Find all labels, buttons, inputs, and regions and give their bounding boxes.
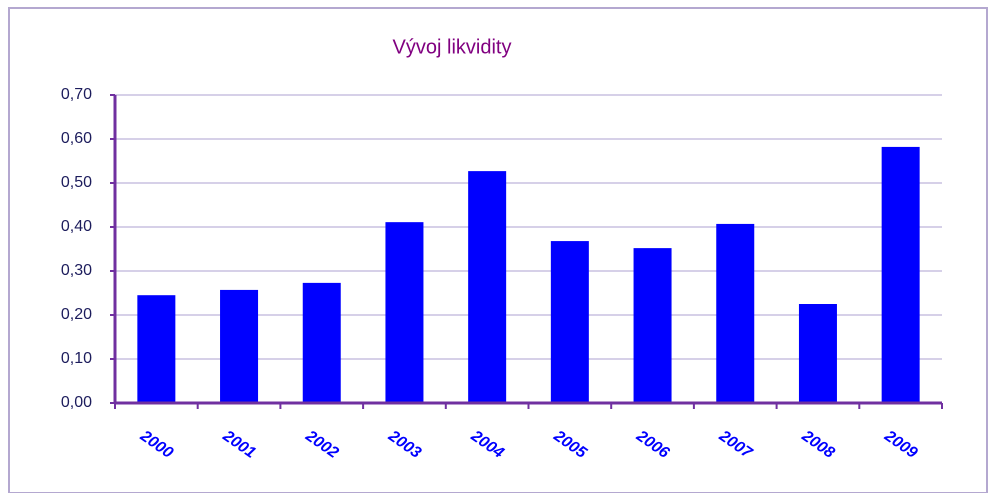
y-tick-label: 0,50 (61, 174, 92, 191)
y-tick-label: 0,30 (61, 262, 92, 279)
x-tick-label: 2007 (715, 427, 756, 463)
y-tick-label: 0,60 (61, 130, 92, 147)
x-tick-label: 2001 (219, 427, 259, 462)
bar (716, 223, 755, 403)
bar (468, 171, 507, 403)
x-tick-label: 2005 (550, 427, 591, 463)
bar (881, 146, 920, 404)
x-tick-label: 2006 (632, 427, 672, 462)
bar (798, 304, 837, 403)
bar (137, 295, 176, 403)
bar (633, 248, 672, 403)
y-tick-label: 0,10 (61, 350, 92, 367)
x-tick-label: 2009 (881, 427, 921, 462)
x-tick-label: 2003 (384, 427, 424, 462)
bar (385, 222, 424, 403)
x-tick-label: 2000 (136, 427, 176, 462)
x-tick-label: 2004 (467, 427, 507, 462)
x-tick-label: 2008 (798, 427, 838, 462)
bar (220, 289, 259, 403)
chart-title: Vývoj likvidity (393, 36, 512, 58)
chart-frame (8, 7, 988, 493)
y-tick-label: 0,20 (61, 306, 92, 323)
x-tick-label: 2002 (302, 427, 342, 462)
y-tick-label: 0,40 (61, 218, 92, 235)
y-tick-label: 0,00 (61, 394, 92, 411)
y-tick-label: 0,70 (61, 86, 92, 103)
bar (302, 282, 341, 403)
bar (550, 241, 589, 403)
